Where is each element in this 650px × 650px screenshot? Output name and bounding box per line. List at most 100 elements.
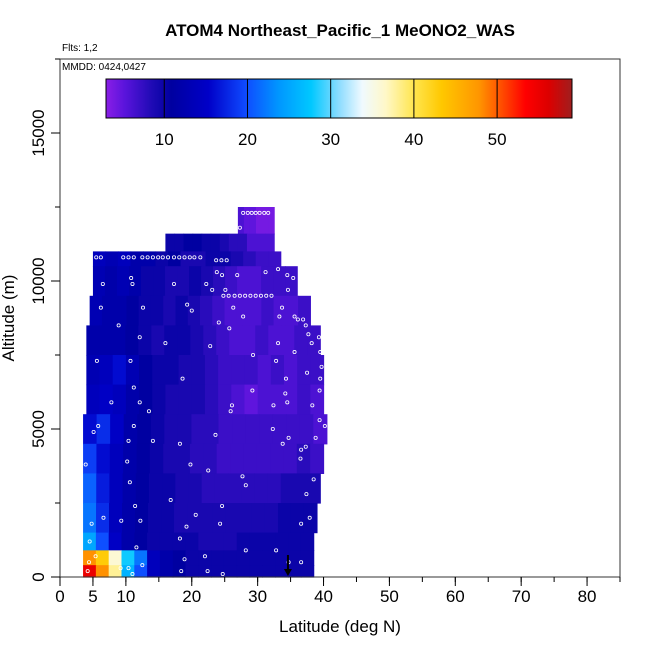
- heatmap-cell: [268, 251, 282, 267]
- sample-point: [301, 317, 306, 322]
- sample-point: [249, 210, 254, 215]
- heatmap-cell: [105, 251, 119, 267]
- heatmap-cell: [172, 532, 187, 551]
- heatmap-cell: [246, 233, 257, 252]
- heatmap-cell: [128, 266, 142, 297]
- sample-point: [204, 281, 209, 286]
- x-tick-label: 80: [578, 587, 597, 606]
- heatmap-cell: [104, 266, 118, 297]
- heatmap-cell: [290, 503, 305, 534]
- heatmap-cell: [228, 233, 239, 252]
- sample-point: [316, 335, 321, 340]
- heatmap-cell: [150, 414, 165, 445]
- sample-point: [295, 317, 300, 322]
- sample-point: [184, 524, 189, 529]
- heatmap-cell: [285, 295, 299, 326]
- heatmap-cell: [175, 473, 190, 504]
- heatmap-cell: [257, 384, 272, 415]
- sample-point: [193, 512, 198, 517]
- heatmap-cell: [286, 414, 301, 445]
- sample-point: [213, 432, 218, 437]
- sample-point: [299, 447, 304, 452]
- heatmap-cell: [264, 503, 279, 534]
- sample-point: [126, 237, 131, 242]
- sample-point: [243, 483, 248, 488]
- sample-point: [304, 492, 309, 497]
- heatmap-cell: [211, 532, 225, 551]
- heatmap-cell: [177, 266, 190, 297]
- sample-point: [189, 308, 194, 313]
- heatmap-cell: [267, 473, 282, 504]
- heatmap-cell: [218, 384, 232, 415]
- chart-title: ATOM4 Northeast_Pacific_1 MeONO2_WAS: [165, 21, 515, 40]
- sample-point: [274, 548, 279, 553]
- sample-point: [128, 358, 133, 363]
- flight-marker-head: [283, 569, 292, 576]
- heatmap-cell: [109, 503, 123, 534]
- sample-point: [86, 560, 91, 565]
- heatmap-cell: [310, 355, 325, 386]
- sample-point: [253, 210, 258, 215]
- heatmap-cell: [249, 266, 262, 297]
- heatmap-cell: [180, 251, 194, 267]
- sample-point: [303, 323, 308, 328]
- heatmap-cell: [138, 295, 152, 326]
- heatmap-cell: [147, 532, 161, 551]
- sample-point: [95, 237, 100, 242]
- sample-point: [126, 566, 131, 571]
- colorbar-gradient: [105, 78, 573, 119]
- heatmap-cell: [273, 266, 286, 297]
- heatmap-cell: [187, 295, 201, 326]
- heatmap-cell: [281, 325, 295, 356]
- sample-point: [116, 323, 121, 328]
- sample-point: [185, 302, 190, 307]
- sample-point: [271, 403, 276, 408]
- heatmap-cell: [189, 266, 202, 297]
- heatmap-cell: [147, 565, 161, 578]
- heatmap-cell: [185, 550, 199, 566]
- heatmap-cell: [249, 550, 263, 566]
- heatmap-cell: [249, 532, 263, 551]
- heatmap-cell: [134, 550, 148, 566]
- sample-point: [150, 438, 155, 443]
- heatmap-cell: [223, 532, 238, 551]
- sample-point: [96, 424, 101, 429]
- heatmap-cell: [143, 251, 157, 267]
- heatmap-cell: [223, 550, 238, 566]
- sample-point: [205, 569, 210, 574]
- heatmap-cell: [178, 384, 193, 415]
- sample-point: [245, 210, 250, 215]
- sample-point: [251, 352, 256, 357]
- sample-point: [202, 554, 207, 559]
- heatmap-cell: [95, 532, 110, 551]
- heatmap-cell: [121, 532, 135, 551]
- heatmap-cell: [212, 295, 226, 326]
- heatmap-cell: [165, 355, 180, 386]
- sample-point: [229, 403, 234, 408]
- sample-point: [115, 237, 120, 242]
- heatmap-cell: [123, 443, 138, 474]
- heatmap-cell: [205, 251, 219, 267]
- sample-point: [318, 376, 323, 381]
- sample-point: [241, 210, 246, 215]
- colorbar-tick-label: 20: [238, 130, 257, 149]
- sample-point: [146, 409, 151, 414]
- heatmap-cell: [174, 233, 185, 252]
- heatmap-cell: [284, 384, 298, 415]
- heatmap-cell: [165, 384, 180, 415]
- heatmap-cell: [163, 443, 178, 474]
- heatmap-cell: [135, 473, 150, 504]
- heatmap-cell: [165, 233, 176, 252]
- x-tick-label: 50: [380, 587, 399, 606]
- sample-point: [140, 563, 145, 568]
- sample-point: [208, 344, 213, 349]
- heatmap-cell: [83, 473, 97, 504]
- sample-point: [285, 400, 290, 405]
- heatmap-cell: [191, 414, 206, 445]
- sample-point: [319, 364, 324, 369]
- sample-point: [237, 293, 242, 298]
- heatmap-cell: [177, 414, 192, 445]
- heatmap-cell: [108, 550, 123, 566]
- sample-point: [94, 255, 99, 260]
